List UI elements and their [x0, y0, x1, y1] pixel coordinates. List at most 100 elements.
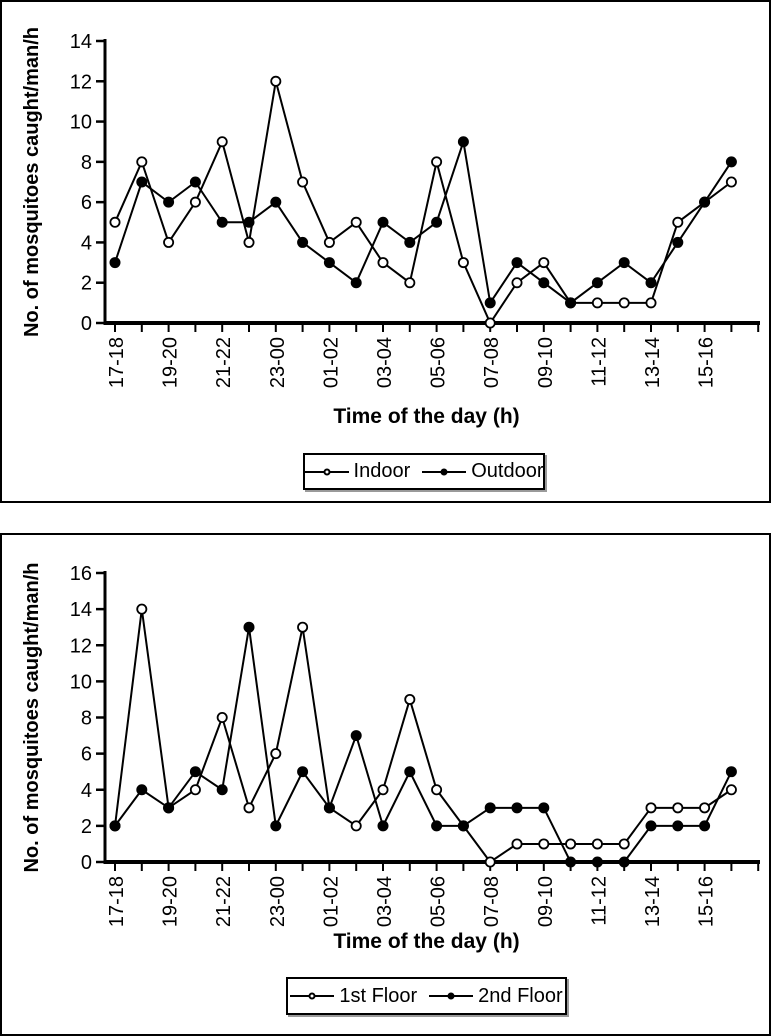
data-point — [538, 838, 550, 850]
data-point — [672, 236, 684, 248]
data-point — [457, 820, 469, 832]
svg-text:07-08: 07-08 — [481, 876, 503, 927]
svg-text:19-20: 19-20 — [160, 337, 182, 388]
svg-text:17-18: 17-18 — [106, 337, 128, 388]
svg-text:12: 12 — [70, 71, 92, 93]
svg-text:05-06: 05-06 — [428, 876, 450, 927]
data-point — [645, 802, 657, 814]
y-tick-labels: 0 2 4 6 8 10 12 14 — [70, 31, 92, 335]
data-point — [591, 297, 603, 309]
data-point — [109, 216, 121, 228]
svg-text:8: 8 — [81, 152, 92, 174]
data-point — [216, 784, 228, 796]
legend-label-outdoor: Outdoor — [471, 460, 544, 482]
data-point — [270, 820, 282, 832]
data-point — [297, 766, 309, 778]
data-point — [484, 856, 496, 868]
data-point — [136, 156, 148, 168]
svg-text:4: 4 — [81, 780, 92, 802]
data-point — [672, 820, 684, 832]
svg-text:01-02: 01-02 — [320, 337, 342, 388]
svg-text:01-02: 01-02 — [320, 876, 342, 927]
svg-text:6: 6 — [81, 744, 92, 766]
data-point — [484, 297, 496, 309]
series-2nd-floor — [109, 621, 737, 868]
svg-text:07-08: 07-08 — [481, 337, 503, 388]
series-outdoor — [109, 136, 737, 309]
data-point — [457, 257, 469, 269]
svg-text:0: 0 — [81, 313, 92, 335]
svg-text:2: 2 — [81, 273, 92, 295]
data-point — [484, 317, 496, 329]
legend-label-2nd-floor: 2nd Floor — [478, 984, 563, 1007]
data-point — [270, 75, 282, 87]
legend-item-2nd-floor: 2nd Floor — [429, 985, 563, 1008]
data-point — [323, 236, 335, 248]
legend-label-indoor: Indoor — [353, 460, 411, 482]
data-point — [350, 730, 362, 742]
data-point — [297, 236, 309, 248]
svg-text:21-22: 21-22 — [213, 876, 235, 927]
floor-legend: 1st Floor 2nd Floor — [286, 977, 567, 1015]
svg-text:11-12: 11-12 — [588, 876, 610, 926]
data-point — [672, 216, 684, 228]
data-point — [323, 257, 335, 269]
data-point — [431, 784, 443, 796]
data-point — [297, 621, 309, 633]
data-point — [699, 802, 711, 814]
data-point — [431, 156, 443, 168]
data-point — [216, 136, 228, 148]
svg-text:09-10: 09-10 — [535, 337, 557, 388]
svg-text:23-00: 23-00 — [267, 337, 289, 388]
data-point — [618, 856, 630, 868]
data-point — [404, 693, 416, 705]
data-point — [591, 838, 603, 850]
x-axis-title: Time of the day (h) — [333, 930, 519, 953]
indoor-outdoor-chart-panel: 0 2 4 6 8 10 12 14 17-18 19-20 21-22 23-00 01-02 03-0… — [0, 0, 771, 503]
data-point — [725, 156, 737, 168]
data-point — [565, 856, 577, 868]
data-point — [163, 196, 175, 208]
svg-text:15-16: 15-16 — [696, 876, 718, 927]
svg-text:13-14: 13-14 — [642, 337, 664, 388]
svg-text:13-14: 13-14 — [642, 876, 664, 927]
svg-text:10: 10 — [70, 112, 92, 134]
data-point — [109, 257, 121, 269]
y-tick-labels: 0 2 4 6 8 10 12 14 16 — [70, 563, 92, 874]
data-point — [350, 277, 362, 289]
open-circle-marker-icon — [304, 466, 349, 478]
svg-text:19-20: 19-20 — [160, 876, 182, 927]
data-point — [511, 257, 523, 269]
data-point — [618, 297, 630, 309]
data-point — [163, 802, 175, 814]
data-point — [645, 277, 657, 289]
data-point — [404, 277, 416, 289]
data-point — [136, 603, 148, 615]
data-point — [538, 802, 550, 814]
axes — [96, 39, 760, 332]
svg-text:05-06: 05-06 — [428, 337, 450, 388]
legend-item-indoor: Indoor — [304, 460, 411, 483]
data-point — [538, 277, 550, 289]
series-indoor — [109, 75, 737, 329]
data-point — [699, 196, 711, 208]
svg-text:12: 12 — [70, 635, 92, 657]
data-point — [725, 176, 737, 188]
data-point — [404, 236, 416, 248]
data-point — [565, 838, 577, 850]
data-point — [323, 802, 335, 814]
data-point — [216, 711, 228, 723]
data-point — [136, 784, 148, 796]
svg-text:14: 14 — [70, 31, 92, 53]
data-point — [189, 176, 201, 188]
data-point — [645, 820, 657, 832]
svg-text:16: 16 — [70, 563, 92, 585]
svg-text:15-16: 15-16 — [696, 337, 718, 388]
svg-text:0: 0 — [81, 852, 92, 874]
svg-text:21-22: 21-22 — [213, 337, 235, 388]
data-point — [189, 766, 201, 778]
filled-circle-marker-icon — [429, 990, 474, 1002]
data-point — [431, 216, 443, 228]
floor-chart-panel: 0 2 4 6 8 10 12 14 16 17-18 19-20 21-22 23-00 01-02 03… — [0, 533, 771, 1036]
floor-line-chart: 0 2 4 6 8 10 12 14 16 17-18 19-20 21-22 23-00 01-02 03… — [21, 562, 760, 953]
